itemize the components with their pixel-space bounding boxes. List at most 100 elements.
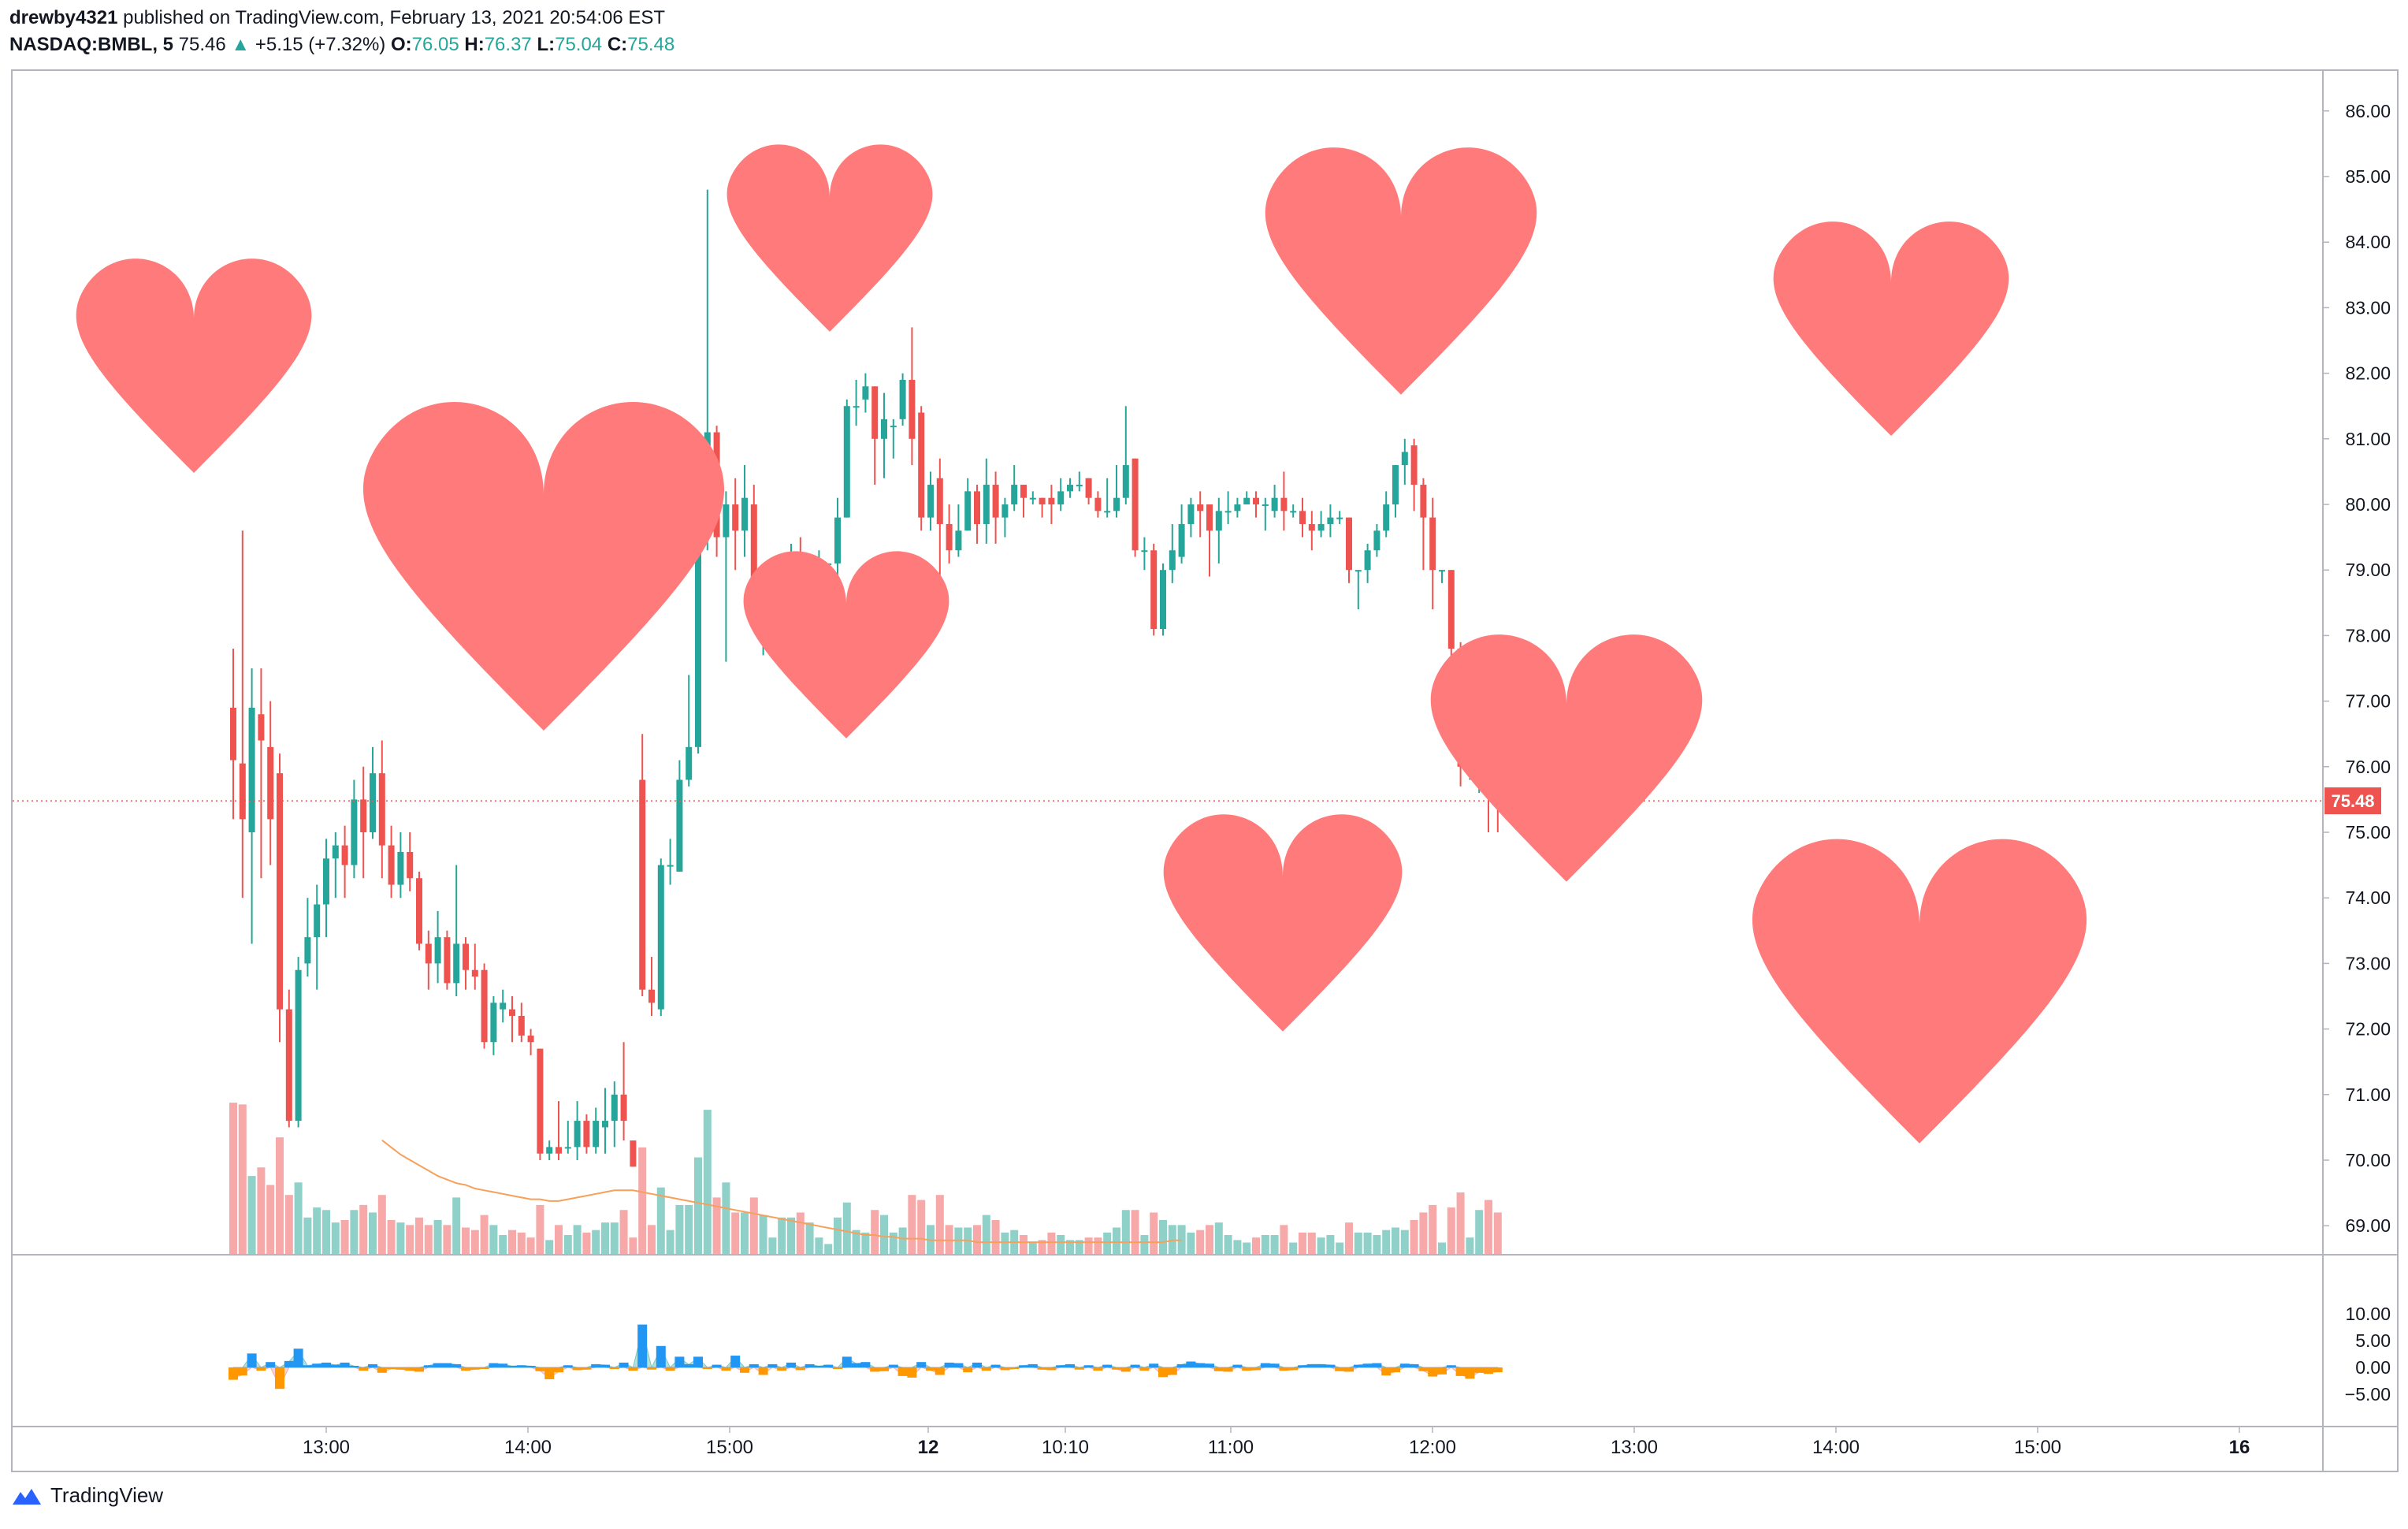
osc-bar bbox=[1149, 1363, 1159, 1367]
volume-bar bbox=[796, 1212, 805, 1255]
candle bbox=[1317, 511, 1325, 538]
candle-body bbox=[1420, 485, 1427, 518]
heart-sticker[interactable] bbox=[362, 402, 725, 731]
heart-sticker[interactable] bbox=[76, 259, 312, 473]
volume-bar bbox=[294, 1182, 303, 1255]
candle bbox=[444, 930, 451, 990]
candle bbox=[1160, 563, 1166, 636]
volume-bar bbox=[1020, 1235, 1027, 1255]
price-tick-label: 82.00 bbox=[2345, 363, 2391, 384]
candle bbox=[434, 910, 441, 984]
osc-bar bbox=[1288, 1367, 1299, 1371]
candle-body bbox=[992, 485, 999, 518]
candle bbox=[546, 1140, 553, 1160]
osc-bar bbox=[489, 1363, 499, 1367]
candle bbox=[1197, 491, 1204, 538]
osc-bar bbox=[684, 1363, 694, 1367]
osc-bar bbox=[247, 1353, 257, 1367]
candle-body bbox=[1262, 504, 1269, 506]
chart-canvas[interactable]: 86.00 85.00 84.00 83.00 82.00 81.00 80.00 79.00… bbox=[13, 71, 2397, 1471]
candle bbox=[509, 996, 515, 1043]
osc-bar bbox=[572, 1367, 582, 1371]
candle-body bbox=[1150, 550, 1158, 630]
volume-bar bbox=[1113, 1227, 1120, 1255]
osc-tick-label: −5.00 bbox=[2345, 1384, 2391, 1404]
osc-bar bbox=[1046, 1367, 1057, 1371]
heart-sticker[interactable] bbox=[1773, 221, 2009, 436]
volume-bar bbox=[852, 1230, 860, 1255]
volume-bar bbox=[861, 1232, 870, 1255]
osc-bar bbox=[507, 1365, 517, 1367]
volume-bar bbox=[648, 1225, 656, 1255]
osc-bar bbox=[1399, 1363, 1410, 1367]
price-tick-label: 80.00 bbox=[2345, 494, 2391, 515]
tradingview-brand[interactable]: TradingView bbox=[50, 1483, 164, 1507]
time-tick-label: 11:00 bbox=[1208, 1437, 1254, 1458]
candle bbox=[285, 989, 292, 1128]
candle-body bbox=[481, 969, 488, 1043]
candle-body bbox=[1029, 497, 1036, 500]
volume-bar bbox=[1485, 1200, 1492, 1255]
osc-bar bbox=[1000, 1367, 1010, 1371]
osc-bar bbox=[405, 1367, 415, 1371]
low-value: 75.04 bbox=[555, 34, 603, 55]
author-name[interactable]: drewby4321 bbox=[9, 7, 118, 28]
heart-sticker[interactable] bbox=[743, 551, 949, 738]
candle bbox=[602, 1088, 608, 1154]
osc-bar bbox=[368, 1363, 377, 1367]
candle bbox=[1085, 478, 1092, 504]
symbol-line: NASDAQ:BMBL, 5 75.46 ▲ +5.15 (+7.32%) O:… bbox=[9, 32, 674, 58]
osc-bar bbox=[963, 1367, 973, 1373]
price-axis[interactable]: 86.00 85.00 84.00 83.00 82.00 81.00 80.00 79.00… bbox=[2323, 101, 2391, 1236]
candle-body bbox=[1447, 570, 1455, 649]
candle-body bbox=[1215, 511, 1222, 531]
candle-body bbox=[750, 504, 757, 603]
volume-bar bbox=[1001, 1232, 1009, 1255]
volume-bar bbox=[340, 1219, 349, 1255]
heart-sticker[interactable] bbox=[1265, 147, 1537, 395]
volume-bar bbox=[266, 1185, 275, 1255]
volume-bar bbox=[526, 1237, 535, 1255]
heart-stickers bbox=[76, 144, 2087, 1144]
osc-bar bbox=[461, 1367, 470, 1371]
candle bbox=[332, 832, 339, 898]
candle bbox=[955, 504, 962, 557]
osc-bar bbox=[229, 1367, 238, 1380]
candle-body bbox=[556, 1147, 562, 1154]
osc-bar bbox=[470, 1367, 480, 1370]
osc-bar bbox=[535, 1367, 545, 1371]
heart-sticker[interactable] bbox=[726, 144, 933, 332]
last-price-tag: 75.48 bbox=[2324, 787, 2381, 815]
candle-body bbox=[1076, 485, 1083, 487]
price-tick-label: 83.00 bbox=[2345, 297, 2391, 318]
osc-bar bbox=[284, 1360, 294, 1367]
candle-body bbox=[295, 969, 302, 1122]
candle-body bbox=[1429, 517, 1436, 571]
candle-body bbox=[1280, 497, 1288, 512]
price-tick-label: 71.00 bbox=[2345, 1084, 2391, 1105]
candle bbox=[732, 478, 739, 571]
osc-bar bbox=[293, 1349, 303, 1367]
time-axis[interactable]: 13:00 14:00 15:00 12 10:10 11:00 12:00 13:00 14:… bbox=[303, 1427, 2250, 1458]
candle-body bbox=[397, 851, 404, 885]
osc-bar bbox=[1409, 1363, 1419, 1367]
heart-sticker[interactable] bbox=[1430, 634, 1703, 882]
osc-bar bbox=[1484, 1367, 1493, 1375]
candle-body bbox=[1234, 504, 1241, 512]
candle-body bbox=[1039, 497, 1046, 504]
candle-body bbox=[463, 943, 469, 970]
volume-bar bbox=[1252, 1237, 1260, 1255]
osc-bar bbox=[1009, 1367, 1020, 1370]
candle-body bbox=[936, 478, 943, 524]
candle bbox=[481, 963, 488, 1049]
volume-bar bbox=[1392, 1227, 1399, 1255]
osc-bar bbox=[1213, 1367, 1224, 1371]
heart-sticker[interactable] bbox=[1163, 814, 1403, 1032]
volume-bar bbox=[433, 1219, 442, 1255]
symbol-label[interactable]: NASDAQ:BMBL, 5 bbox=[9, 34, 173, 55]
heart-sticker[interactable] bbox=[1752, 839, 2087, 1144]
chart-header: drewby4321 published on TradingView.com,… bbox=[9, 5, 674, 58]
candle bbox=[630, 1140, 637, 1167]
osc-bar bbox=[990, 1364, 1001, 1367]
candle-body bbox=[1401, 452, 1408, 466]
